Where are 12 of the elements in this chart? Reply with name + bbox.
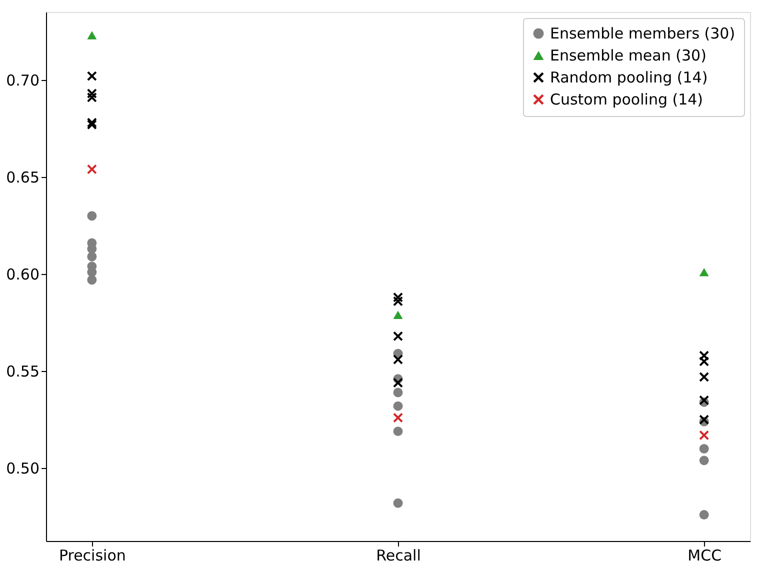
x-tick-label: Recall (376, 546, 421, 564)
y-tick-label: 0.65 (6, 168, 40, 187)
y-tick-label: 0.50 (6, 460, 40, 478)
legend-label: Ensemble mean (30) (550, 46, 706, 64)
y-tick-label: 0.55 (6, 362, 40, 381)
legend-label: Random pooling (14) (550, 68, 708, 86)
legend-label: Ensemble members (30) (550, 24, 736, 42)
y-tick-label: 0.70 (6, 71, 40, 90)
y-tick-label: 0.60 (6, 266, 40, 284)
x-tick-label: Precision (58, 546, 126, 564)
x-tick-label: MCC (688, 546, 722, 564)
legend-label: Custom pooling (14) (550, 90, 704, 108)
